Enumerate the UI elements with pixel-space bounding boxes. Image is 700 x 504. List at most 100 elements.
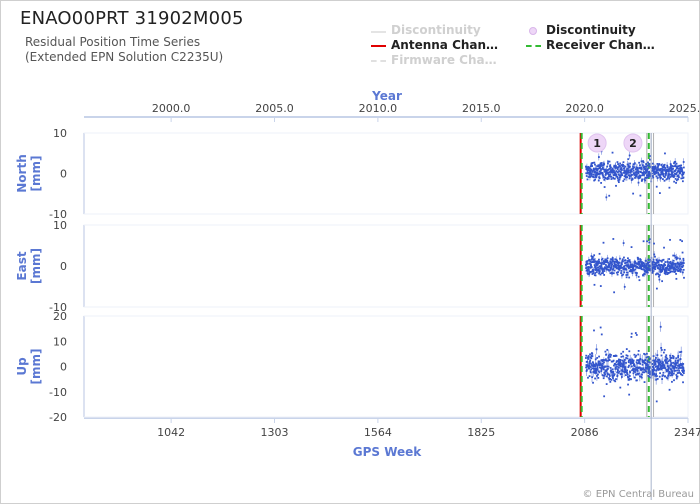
data-point [602, 263, 605, 265]
data-point [675, 272, 677, 275]
data-point [600, 272, 603, 275]
data-point [595, 176, 598, 179]
data-point [657, 263, 660, 266]
data-point [598, 271, 601, 274]
data-point [638, 366, 641, 369]
data-point [626, 257, 629, 260]
data-point [620, 363, 622, 366]
data-point [648, 368, 650, 370]
data-point [598, 177, 601, 180]
data-point [644, 353, 646, 356]
data-point [620, 355, 623, 358]
data-point [673, 362, 676, 365]
data-point [660, 176, 662, 179]
data-point [635, 334, 638, 336]
data-point [604, 266, 607, 269]
data-point [653, 373, 656, 375]
data-point [657, 171, 659, 174]
data-point [626, 260, 629, 262]
data-point [645, 270, 648, 273]
data-point [636, 362, 639, 365]
data-point [624, 374, 627, 377]
data-point [601, 362, 604, 365]
data-point [633, 376, 636, 379]
data-point [602, 374, 605, 377]
data-point [594, 370, 597, 373]
data-point [649, 376, 652, 379]
data-point [672, 372, 675, 375]
y-axis-tick-label: 20 [53, 310, 67, 323]
data-point [649, 366, 651, 368]
legend-swatch-firmware-change [371, 60, 386, 62]
top-axis-tick-label: 2020.0 [565, 102, 604, 115]
data-point [590, 266, 593, 269]
data-point [642, 262, 645, 265]
data-point [595, 372, 598, 374]
data-point [628, 270, 631, 273]
credit-text: © EPN Central Bureau [582, 489, 694, 500]
data-point [624, 262, 626, 264]
data-point [667, 360, 670, 363]
data-point [660, 260, 663, 263]
data-point [667, 374, 670, 377]
data-point [636, 169, 639, 172]
legend-label-discontinuity[interactable]: Discontinuity [546, 23, 636, 37]
data-point [624, 267, 627, 270]
data-point [659, 366, 662, 369]
data-point [616, 261, 618, 263]
data-point [591, 255, 594, 258]
data-point [682, 172, 685, 175]
data-point [622, 164, 625, 166]
data-point [631, 270, 633, 273]
data-point [659, 168, 662, 170]
data-point [626, 261, 629, 264]
data-point [682, 268, 685, 271]
data-point [674, 262, 677, 265]
data-point [654, 365, 657, 368]
data-point [599, 362, 602, 365]
data-point [639, 258, 642, 261]
data-point [626, 273, 629, 276]
data-point [593, 179, 596, 182]
data-point [604, 365, 606, 368]
data-point [645, 271, 648, 274]
legend-label-receiver-change[interactable]: Receiver Chan… [546, 38, 655, 52]
data-point [588, 258, 591, 261]
data-point [613, 364, 615, 367]
data-point [638, 161, 641, 164]
data-point [643, 352, 645, 355]
data-point [588, 166, 591, 169]
data-point [592, 381, 594, 384]
data-point [672, 167, 674, 170]
data-point [616, 175, 619, 178]
data-point [609, 165, 611, 168]
data-point [634, 268, 637, 271]
data-point [610, 370, 613, 373]
data-point [625, 172, 628, 175]
data-point [605, 359, 608, 362]
data-point [656, 169, 659, 171]
legend-label-firmware-change[interactable]: Firmware Cha… [391, 53, 497, 67]
data-point [670, 262, 673, 265]
legend-label-discontinuity-faded[interactable]: Discontinuity [391, 23, 481, 37]
data-point [585, 266, 588, 269]
data-point [636, 262, 639, 265]
data-point [633, 166, 635, 169]
data-point [671, 270, 673, 273]
top-axis-tick-label: 2005.0 [255, 102, 294, 115]
legend-label-antenna-change[interactable]: Antenna Chan… [391, 38, 499, 52]
data-point [670, 266, 673, 269]
data-point [615, 173, 618, 176]
data-point [622, 273, 625, 276]
legend-swatch-antenna-change [371, 45, 386, 47]
data-point [675, 268, 678, 271]
data-point [637, 258, 639, 261]
data-point [655, 375, 658, 377]
data-point [647, 161, 649, 164]
data-point [673, 379, 675, 382]
data-point [652, 167, 655, 170]
data-point [647, 175, 650, 178]
data-point [644, 167, 647, 170]
data-point [625, 264, 628, 266]
data-point [612, 238, 615, 240]
